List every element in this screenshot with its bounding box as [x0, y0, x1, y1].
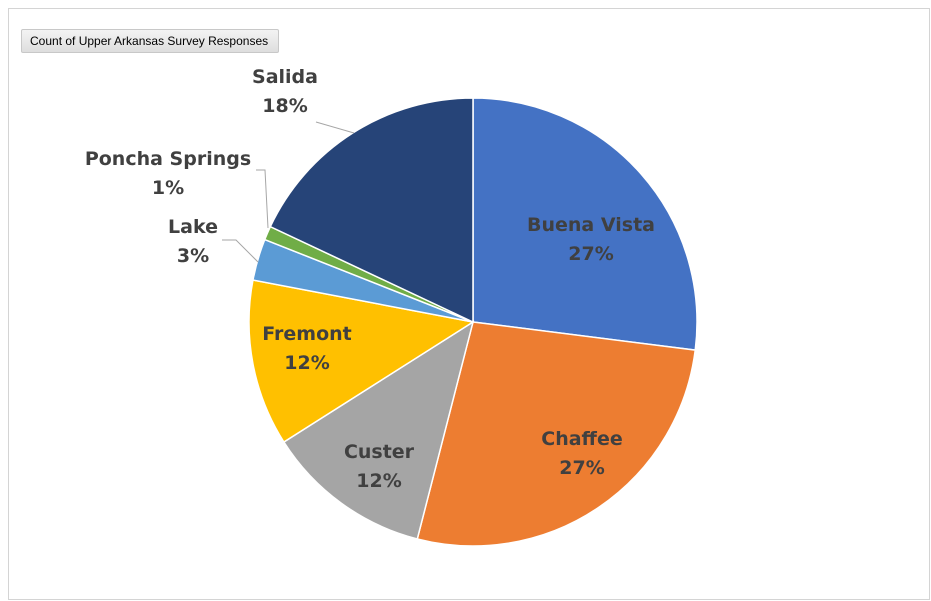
data-label-category-custer: Custer — [344, 441, 415, 463]
data-label-percent-salida: 18% — [262, 95, 307, 117]
pie-slice-fremont[interactable] — [248, 279, 476, 444]
data-label-percent-chaffee: 27% — [559, 457, 604, 479]
data-label-category-chaffee: Chaffee — [541, 428, 622, 450]
data-label-category-salida: Salida — [252, 66, 318, 88]
data-label-percent-fremont: 12% — [284, 352, 329, 374]
data-label-category-fremont: Fremont — [262, 323, 351, 345]
pie-slice-custer[interactable] — [282, 320, 475, 540]
data-label-category-lake: Lake — [168, 216, 218, 238]
pie-slice-buena-vista[interactable] — [472, 97, 698, 351]
leader-line-salida — [315, 121, 355, 134]
leader-line-poncha-springs — [256, 169, 269, 229]
data-label-category-poncha-springs: Poncha Springs — [85, 148, 251, 170]
leader-lines — [222, 121, 355, 263]
data-label-percent-custer: 12% — [356, 470, 401, 492]
pie-slices — [248, 97, 698, 547]
data-label-percent-poncha-springs: 1% — [152, 177, 184, 199]
data-label-percent-buena-vista: 27% — [568, 243, 613, 265]
pie-slice-chaffee[interactable] — [416, 321, 697, 547]
data-labels: Buena Vista 27% Chaffee 27% Custer 12% Fremont… — [85, 66, 655, 492]
data-label-category-buena-vista: Buena Vista — [527, 214, 655, 236]
field-button-count-responses[interactable]: Count of Upper Arkansas Survey Responses — [21, 29, 280, 53]
data-label-percent-lake: 3% — [177, 245, 209, 267]
leader-line-lake — [222, 239, 259, 263]
